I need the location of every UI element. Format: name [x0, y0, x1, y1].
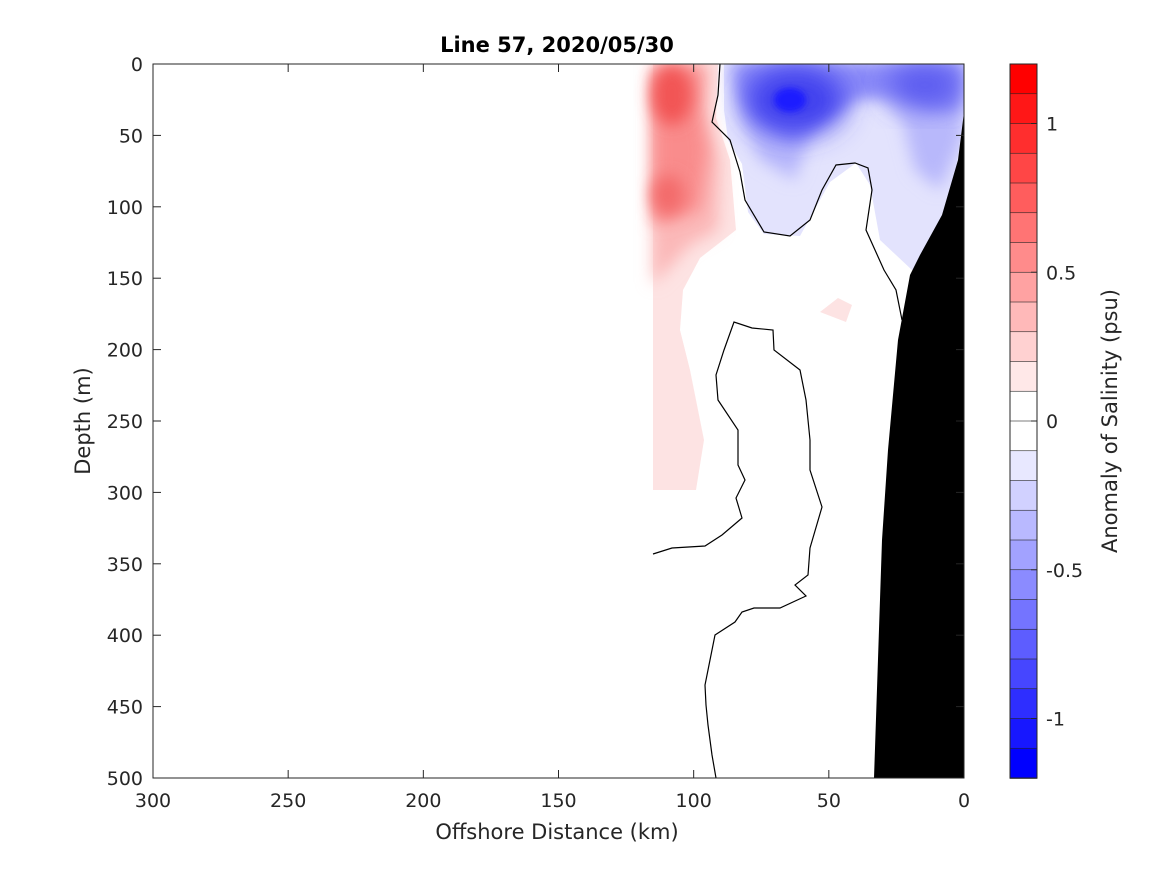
- bathymetry: [874, 112, 964, 778]
- zero-contours: [652, 64, 903, 778]
- chart-title: Line 57, 2020/05/30: [440, 33, 674, 57]
- x-tick-label: 50: [817, 790, 841, 812]
- colorbar-level: [1009, 152, 1038, 184]
- colorbar-level: [1009, 658, 1038, 690]
- colorbar-ticks: 1 0.5 0 -0.5 -1: [1031, 114, 1083, 731]
- y-tick-label: 150: [107, 268, 143, 290]
- colorbar-level: [1009, 271, 1038, 303]
- positive-anomaly-small-patch: [820, 298, 852, 322]
- y-tick-label: 450: [107, 697, 143, 719]
- colorbar-level: [1009, 747, 1038, 779]
- y-tick-label: 350: [107, 554, 143, 576]
- x-axis: 300 250 200 150 100 50 0: [135, 64, 970, 812]
- x-tick-label: 100: [676, 790, 712, 812]
- y-tick-label: 200: [107, 340, 143, 362]
- x-tick-label: 150: [540, 790, 576, 812]
- x-tick-label: 300: [135, 790, 171, 812]
- negative-anomaly-region: [724, 64, 964, 275]
- colorbar-tick-label: -0.5: [1046, 560, 1083, 582]
- negative-anomaly-max: [774, 88, 806, 112]
- colorbar-level: [1009, 331, 1038, 363]
- colorbar-tick-label: 1: [1046, 114, 1058, 136]
- colorbar-level: [1009, 182, 1038, 214]
- x-tick-label: 0: [958, 790, 970, 812]
- positive-anomaly-region: [652, 64, 852, 490]
- y-axis-label: Depth (m): [71, 367, 95, 474]
- colorbar-level: [1009, 718, 1038, 750]
- colorbar-level: [1009, 688, 1038, 720]
- y-tick-label: 50: [119, 125, 143, 147]
- colorbar-level: [1009, 242, 1038, 274]
- colorbar-level: [1009, 539, 1038, 571]
- x-axis-label: Offshore Distance (km): [435, 820, 678, 844]
- x-tick-label: 200: [405, 790, 441, 812]
- colorbar-level: [1009, 212, 1038, 244]
- colorbar-level: [1009, 450, 1038, 482]
- colorbar-level: [1009, 390, 1038, 422]
- colorbar-level: [1009, 599, 1038, 631]
- colorbar-level: [1009, 301, 1038, 333]
- colorbar-level: [1009, 123, 1038, 155]
- y-tick-label: 500: [107, 768, 143, 790]
- x-tick-label: 250: [270, 790, 306, 812]
- salinity-anomaly-field: [652, 64, 964, 778]
- colorbar-level: [1009, 569, 1038, 601]
- colorbar: [1009, 63, 1038, 779]
- negative-anomaly-core-east: [887, 64, 963, 107]
- colorbar-level: [1009, 480, 1038, 512]
- colorbar-label: Anomaly of Salinity (psu): [1098, 289, 1122, 553]
- colorbar-level: [1009, 509, 1038, 541]
- colorbar-level: [1009, 420, 1038, 452]
- colorbar-tick-label: 0.5: [1046, 262, 1076, 284]
- y-tick-label: 300: [107, 482, 143, 504]
- colorbar-tick-label: -1: [1046, 709, 1065, 731]
- positive-anomaly-core-lower: [652, 175, 684, 215]
- zero-contour-deep: [652, 321, 823, 778]
- colorbar-tick-label: 0: [1046, 411, 1058, 433]
- y-tick-label: 400: [107, 625, 143, 647]
- colorbar-level: [1009, 628, 1038, 660]
- y-tick-label: 100: [107, 197, 143, 219]
- positive-anomaly-core-upper: [652, 65, 692, 125]
- colorbar-level: [1009, 93, 1038, 125]
- colorbar-level: [1009, 63, 1038, 95]
- zero-contour-upper: [711, 64, 903, 321]
- y-tick-label: 0: [131, 54, 143, 76]
- y-axis: 0 50 100 150 200 250 300 350 400 450 500: [107, 54, 964, 790]
- colorbar-level: [1009, 361, 1038, 393]
- y-tick-label: 250: [107, 411, 143, 433]
